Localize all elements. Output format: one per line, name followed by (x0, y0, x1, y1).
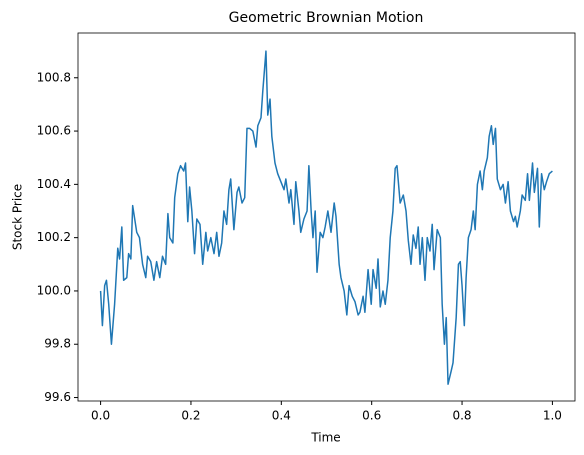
x-tick-label: 0.0 (91, 409, 110, 423)
x-tick-label: 0.6 (362, 409, 381, 423)
y-tick-label: 100.8 (37, 70, 71, 84)
x-tick-label: 0.4 (272, 409, 291, 423)
x-tick-label: 0.2 (181, 409, 200, 423)
y-axis-label: Stock Price (11, 184, 25, 250)
y-tick-label: 100.0 (37, 283, 71, 297)
plot-frame (77, 32, 576, 402)
y-tick-label: 99.8 (44, 337, 71, 351)
x-axis-label: Time (310, 431, 340, 445)
y-tick-label: 100.2 (37, 230, 71, 244)
line-series (99, 50, 553, 385)
y-tick-label: 99.6 (44, 390, 71, 404)
y-tick-label: 100.4 (37, 177, 71, 191)
x-tick-label: 1.0 (543, 409, 562, 423)
chart-title: Geometric Brownian Motion (229, 10, 424, 26)
x-tick-label: 0.8 (452, 409, 471, 423)
y-tick-label: 100.6 (37, 124, 71, 138)
